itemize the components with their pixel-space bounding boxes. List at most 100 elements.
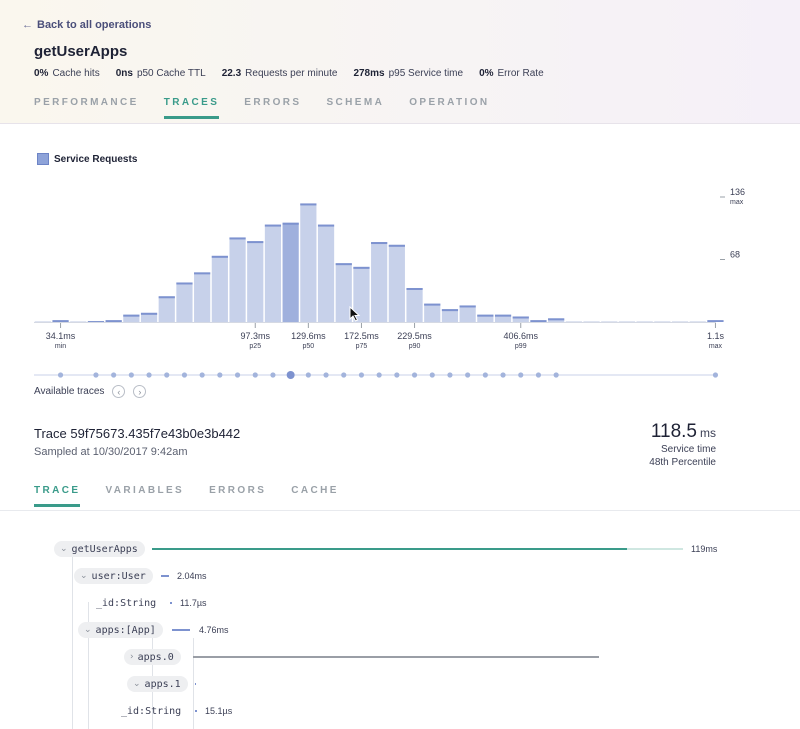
tree-node-apps-1[interactable]: ⌄ apps.1 — [127, 676, 188, 692]
timing-bar — [193, 656, 599, 658]
trace-dot[interactable] — [429, 372, 435, 378]
trace-dot[interactable] — [270, 372, 276, 378]
next-trace-button[interactable]: › — [133, 385, 147, 398]
histogram-bar — [636, 321, 653, 322]
timing-bar — [170, 602, 172, 604]
histogram-bar-cap — [441, 309, 459, 312]
chart-legend: Service Requests — [37, 153, 137, 165]
tree-node-user[interactable]: ⌄ user:User — [74, 568, 153, 584]
timing-bar — [172, 629, 190, 631]
trace-dot[interactable] — [518, 372, 524, 378]
trace-dot[interactable] — [199, 372, 205, 378]
prev-trace-button[interactable]: ‹ — [112, 385, 126, 398]
histogram-bar-cap — [406, 287, 423, 290]
tree-node-apps[interactable]: ⌄ apps:[App] — [78, 622, 163, 638]
trace-dot-selected[interactable] — [286, 371, 295, 379]
histogram-bar — [353, 266, 370, 322]
histogram-bar — [494, 314, 512, 322]
trace-dot[interactable] — [358, 372, 365, 378]
histogram-bar-cap — [52, 320, 69, 322]
histogram-bar-cap — [158, 296, 175, 299]
trace-dot[interactable] — [234, 372, 241, 378]
mouse-pointer-icon — [349, 305, 361, 322]
trace-dot[interactable] — [500, 372, 506, 378]
tab-traces[interactable]: TRACES — [163, 97, 220, 119]
operation-header: ← Back to all operations getUserApps 0% C… — [0, 0, 800, 124]
tab-variables[interactable]: VARIABLES — [105, 485, 185, 496]
histogram-bar — [459, 305, 476, 322]
duration-label: 4.76ms — [199, 625, 229, 635]
duration-label: 119ms — [691, 544, 718, 554]
trace-dot[interactable] — [482, 372, 488, 378]
trace-dot[interactable] — [341, 372, 347, 378]
trace-dot[interactable] — [305, 372, 311, 378]
trace-dot[interactable] — [712, 372, 719, 378]
histogram-bar — [229, 237, 246, 322]
histogram-bar-cap — [353, 266, 370, 269]
tab-errors[interactable]: ERRORS — [244, 97, 302, 108]
histogram-bar — [583, 321, 600, 322]
timing-bar-remaining — [627, 548, 683, 550]
tab-operation[interactable]: OPERATION — [409, 97, 490, 108]
trace-dot[interactable] — [252, 372, 258, 378]
histogram-bar-cap — [282, 222, 299, 225]
histogram-bar-cap — [477, 314, 494, 317]
available-traces-label: Available traces — [34, 386, 105, 397]
x-tick-sublabel: p50 — [303, 343, 315, 350]
trace-dot[interactable] — [323, 372, 329, 378]
histogram-bar — [264, 224, 282, 322]
tab-errors-trace[interactable]: ERRORS — [209, 485, 267, 496]
y-tick-label: 136 — [730, 187, 745, 197]
trace-dot[interactable] — [181, 372, 188, 378]
histogram-bar — [140, 312, 158, 322]
trace-dot[interactable] — [146, 372, 152, 378]
x-tick-label: 129.6ms — [291, 331, 326, 341]
tab-trace[interactable]: TRACE — [34, 485, 81, 507]
histogram-bar-cap — [194, 272, 211, 275]
tree-node-apps-0[interactable]: › apps.0 — [124, 649, 181, 665]
back-to-operations-link[interactable]: ← Back to all operations — [22, 19, 151, 31]
histogram-bar — [565, 321, 582, 322]
trace-dot[interactable] — [553, 372, 559, 378]
histogram-bar-cap — [176, 282, 193, 285]
trace-dot[interactable] — [447, 372, 453, 378]
histogram-bar-cap — [264, 224, 282, 227]
histogram-bar — [282, 222, 299, 322]
x-tick-sublabel: p25 — [249, 343, 261, 350]
duration-label: 15.1µs — [205, 706, 233, 716]
trace-dot[interactable] — [411, 372, 418, 378]
legend-swatch — [37, 153, 49, 165]
histogram-bar — [123, 314, 140, 322]
chevron-left-icon: ‹ — [117, 386, 121, 397]
trace-dot[interactable] — [217, 372, 223, 378]
histogram-bar — [247, 241, 264, 322]
histogram-bar-cap — [459, 305, 476, 308]
tab-cache[interactable]: CACHE — [291, 485, 339, 496]
tab-schema[interactable]: SCHEMA — [326, 97, 385, 108]
trace-dot[interactable] — [535, 372, 542, 378]
trace-dot[interactable] — [164, 372, 170, 378]
service-time-unit: ms — [700, 426, 716, 440]
trace-dot[interactable] — [57, 372, 64, 378]
chevron-right-icon: › — [138, 386, 142, 397]
trace-dot[interactable] — [93, 372, 99, 378]
histogram-bar — [34, 321, 51, 322]
histogram-bar — [689, 321, 706, 322]
trace-dot[interactable] — [465, 372, 471, 378]
trace-dot[interactable] — [111, 372, 117, 378]
chevron-down-icon: ⌄ — [60, 544, 68, 554]
trace-dot[interactable] — [394, 372, 400, 378]
x-tick-label: 1.1s — [707, 331, 725, 341]
histogram-bar — [70, 321, 87, 322]
trace-dot[interactable] — [128, 372, 134, 378]
stat-cache-ttl: 0ns p50 Cache TTL — [115, 68, 206, 79]
histogram-bar-cap — [548, 318, 565, 321]
tree-guide-line — [72, 548, 73, 729]
trace-dot[interactable] — [376, 372, 382, 378]
tree-node-root[interactable]: ⌄ getUserApps — [54, 541, 145, 557]
tab-performance[interactable]: PERFORMANCE — [34, 97, 139, 108]
back-label: Back to all operations — [37, 19, 152, 31]
x-tick-label: 97.3ms — [240, 331, 270, 341]
x-tick-label: 229.5ms — [397, 331, 432, 341]
histogram-bar — [158, 296, 175, 322]
